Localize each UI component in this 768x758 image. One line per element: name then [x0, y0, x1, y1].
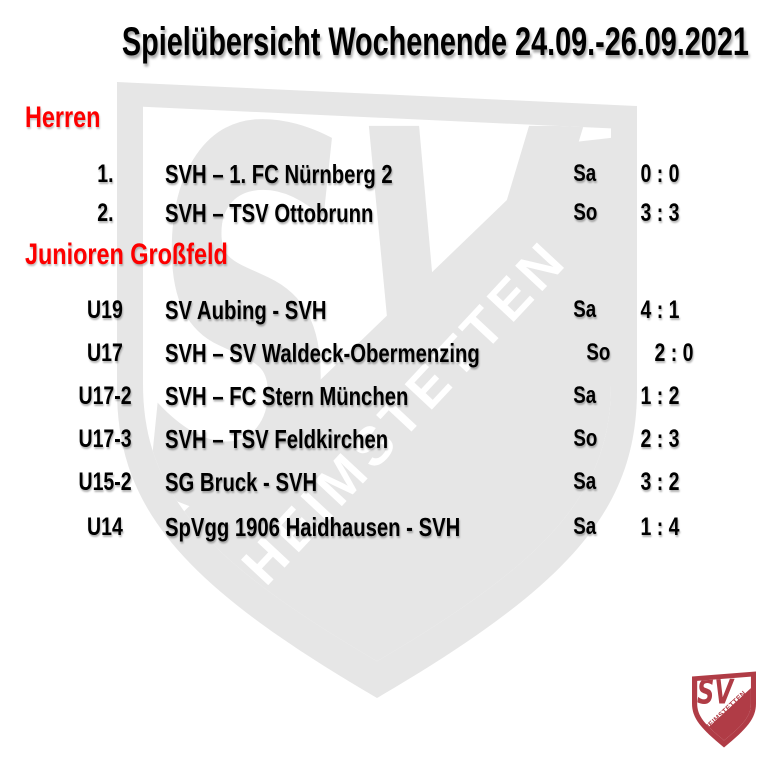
match-day: So [573, 425, 597, 452]
match-score: 2 : 3 [640, 424, 680, 453]
team-label: U19 [87, 295, 123, 324]
section-heading-herren: Herren [25, 101, 101, 134]
team-label: 2. [96, 198, 114, 227]
team-label: U17 [87, 338, 123, 367]
match-name: SVH – SV Waldeck-Obermenzing [165, 337, 480, 368]
team-label: U17-3 [78, 424, 132, 453]
page-title-text: Spielübersicht Wochenende 24.09.-26.09.2… [121, 20, 749, 64]
match-day: Sa [573, 160, 597, 187]
match-row: 1. SVH – 1. FC Nürnberg 2 Sa 0 : 0 [0, 153, 768, 195]
team-label: 1. [96, 159, 114, 188]
club-crest-watermark-icon: SV HEIMSTETTEN [117, 82, 637, 698]
match-score: 1 : 4 [640, 512, 680, 541]
match-score: 1 : 2 [640, 381, 680, 410]
match-day: So [573, 199, 597, 226]
match-day: So [586, 339, 611, 366]
match-day: Sa [573, 382, 597, 409]
match-score: 3 : 3 [640, 198, 680, 227]
match-name: SVH – TSV Ottobrunn [165, 197, 374, 228]
match-row: U15-2 SG Bruck - SVH Sa 3 : 2 [0, 461, 768, 503]
match-score: 3 : 2 [640, 467, 680, 496]
match-day: Sa [573, 468, 597, 495]
page-title: Spielübersicht Wochenende 24.09.-26.09.2… [0, 16, 768, 68]
team-label: U15-2 [78, 467, 132, 496]
section-heading-junioren: Junioren Großfeld [25, 238, 228, 271]
match-name: SV Aubing - SVH [165, 294, 327, 325]
match-name: SpVgg 1906 Haidhausen - SVH [165, 511, 461, 542]
match-row: 2. SVH – TSV Ottobrunn So 3 : 3 [0, 192, 768, 234]
match-name: SG Bruck - SVH [165, 466, 318, 497]
match-row: U19 SV Aubing - SVH Sa 4 : 1 [0, 289, 768, 331]
match-day: Sa [573, 296, 597, 323]
team-label: U14 [87, 512, 123, 541]
team-label: U17-2 [78, 381, 132, 410]
match-row: U17-3 SVH – TSV Feldkirchen So 2 : 3 [0, 418, 768, 460]
match-name: SVH – 1. FC Nürnberg 2 [165, 158, 393, 189]
match-row: U17 SVH – SV Waldeck-Obermenzing So 2 : … [0, 332, 768, 374]
match-row: U14 SpVgg 1906 Haidhausen - SVH Sa 1 : 4 [0, 506, 768, 548]
match-name: SVH – FC Stern München [165, 380, 409, 411]
club-crest-logo-icon: SV HEIMSTETTEN [692, 671, 756, 748]
match-name: SVH – TSV Feldkirchen [165, 423, 389, 454]
match-score: 2 : 0 [654, 338, 694, 367]
match-day: Sa [573, 513, 597, 540]
crest-initials: SV [697, 673, 735, 713]
match-score: 4 : 1 [640, 295, 680, 324]
match-row: U17-2 SVH – FC Stern München Sa 1 : 2 [0, 375, 768, 417]
match-score: 0 : 0 [640, 159, 680, 188]
